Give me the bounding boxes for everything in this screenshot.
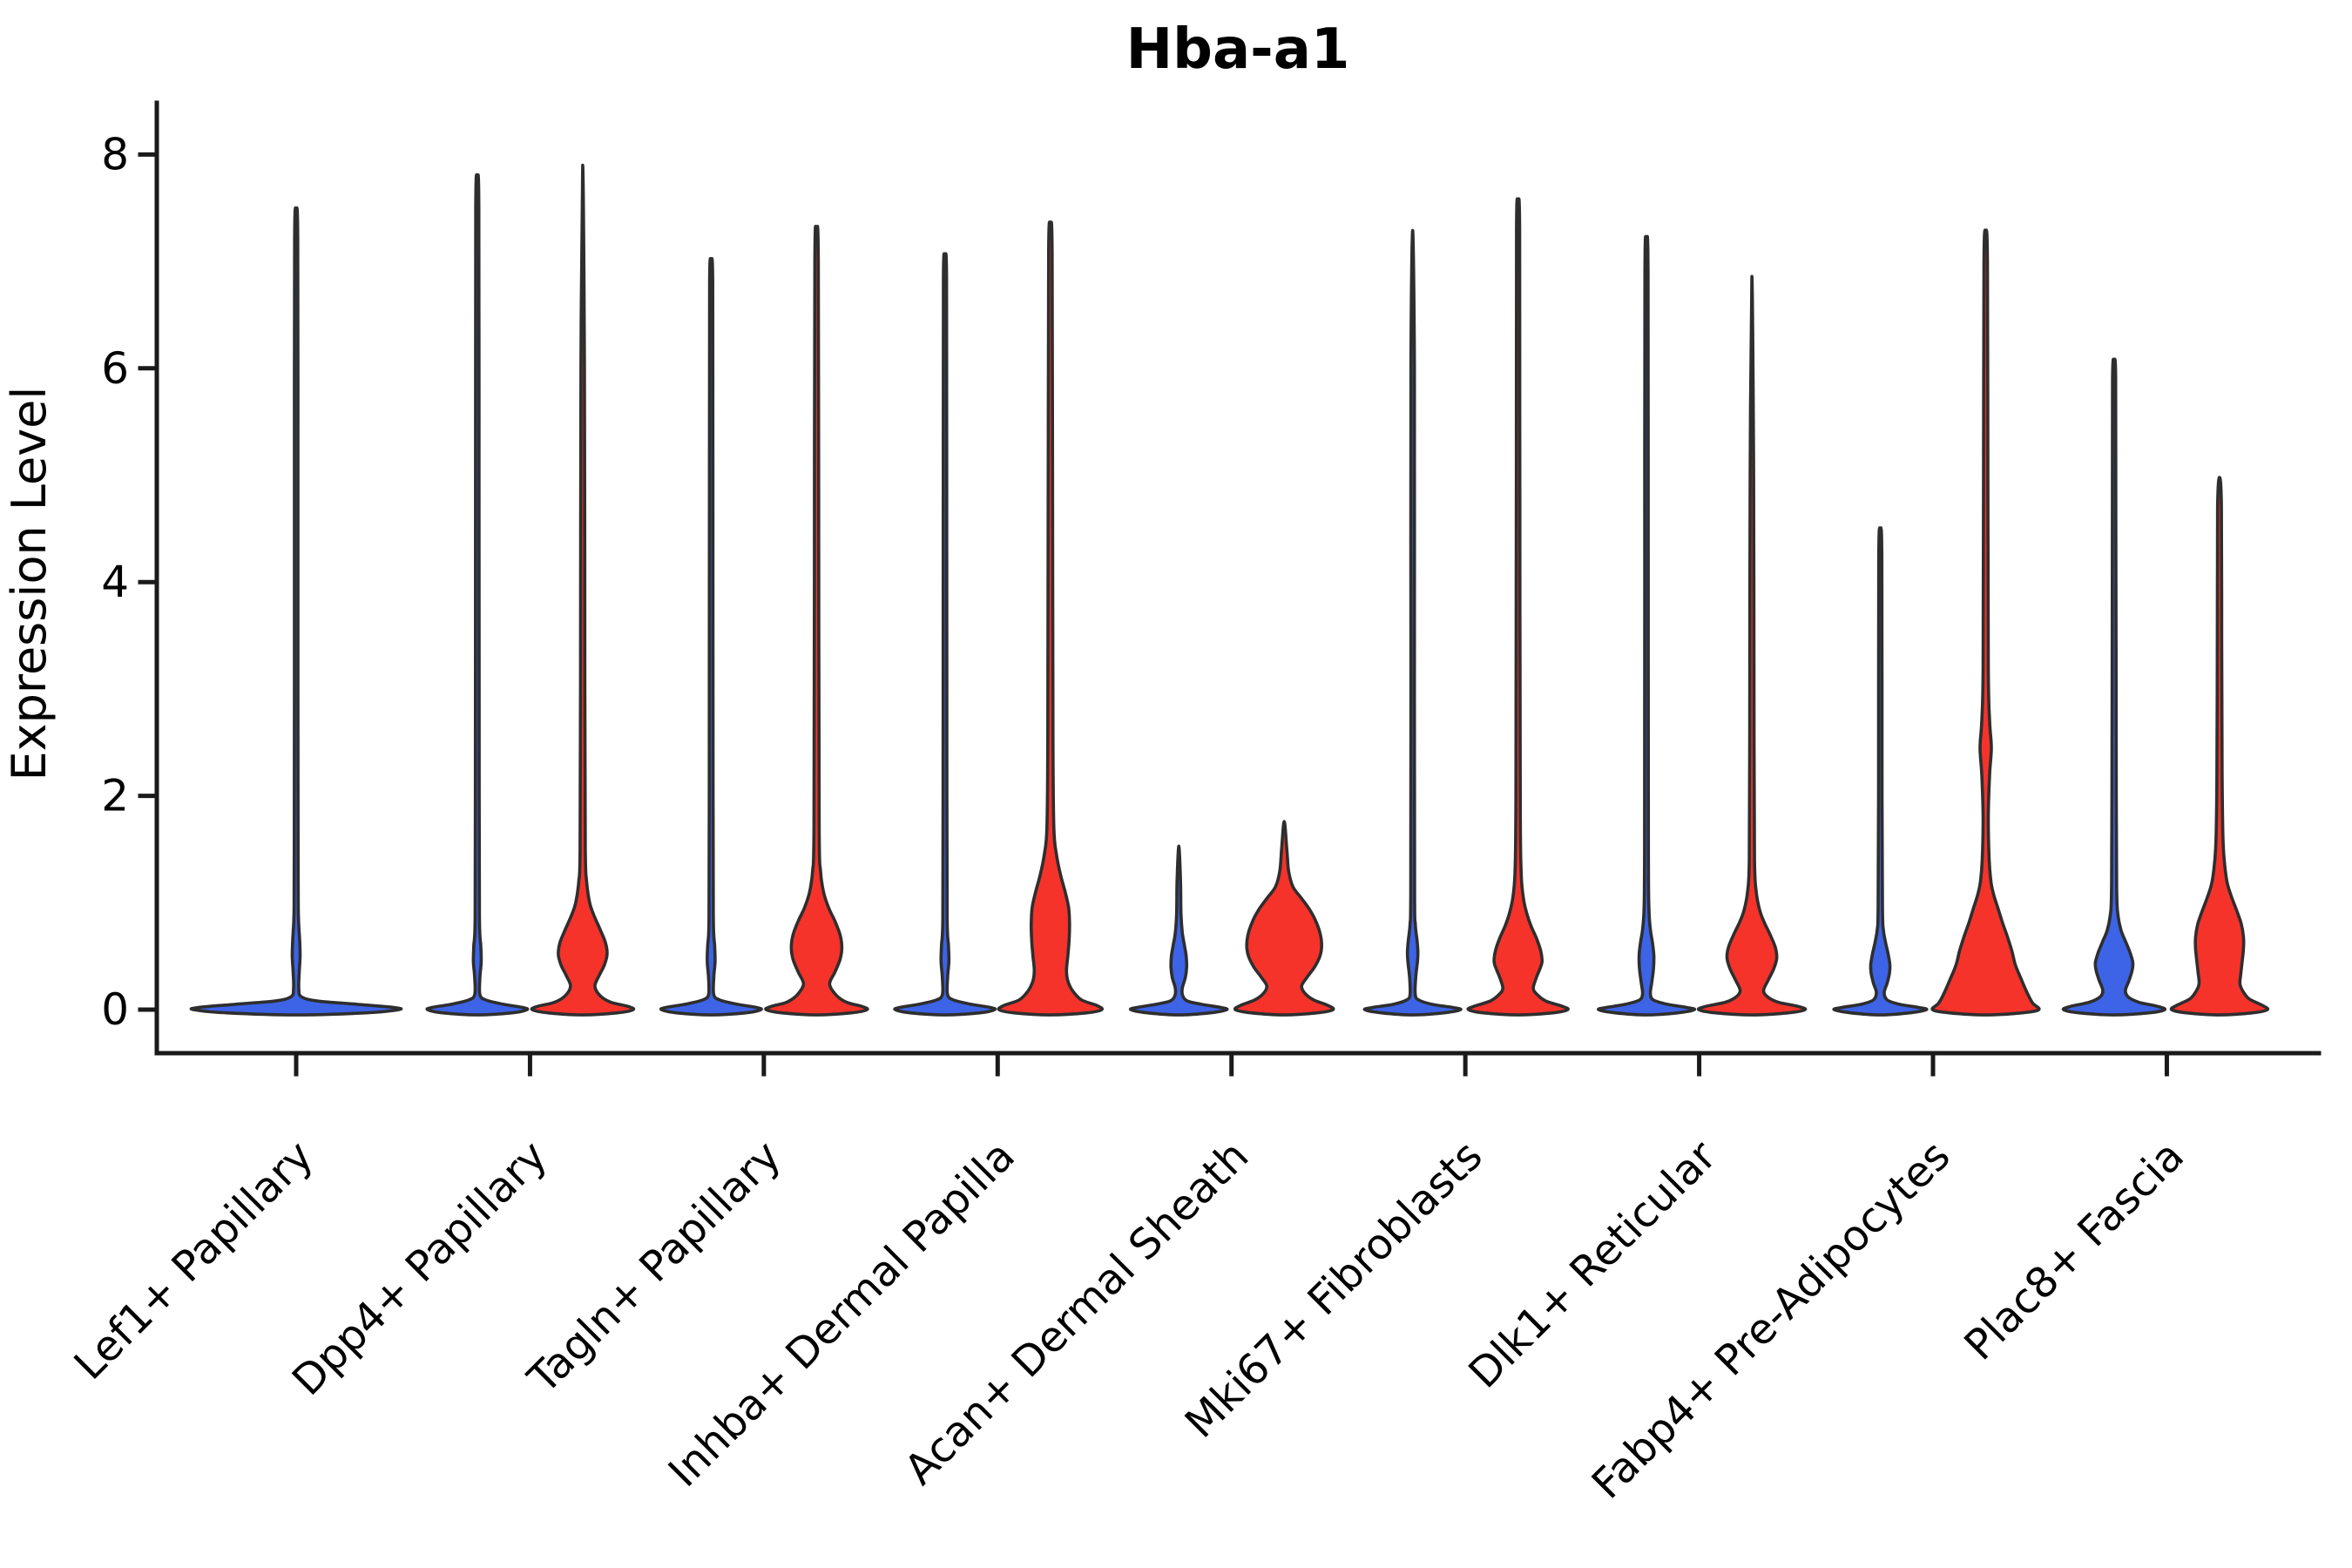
x-tick-label-8: Plac8+ Fascia	[1955, 1132, 2193, 1370]
x-tick-label-1: Dpp4+ Papillary	[283, 1132, 557, 1405]
violin-6-right-red	[1696, 274, 1808, 1017]
y-tick-label-4: 4	[101, 557, 129, 607]
violin-7-left-blue	[1832, 526, 1929, 1017]
violin-2-left-blue	[659, 257, 763, 1017]
violin-5-left-blue	[1362, 228, 1463, 1017]
y-tick-label-2: 2	[101, 771, 129, 821]
violin-0-single-blue	[189, 206, 403, 1017]
chart-title: Hba-a1	[1126, 17, 1350, 82]
violin-3-left-blue	[893, 252, 997, 1017]
violin-1-left-blue	[425, 172, 530, 1017]
x-tick-label-2: Tagln+ Papillary	[518, 1132, 790, 1403]
y-tick-label-8: 8	[101, 129, 129, 179]
y-tick-label-6: 6	[101, 343, 129, 394]
violins-layer	[189, 163, 2270, 1017]
violin-6-left-blue	[1596, 234, 1697, 1017]
violin-3-right-red	[997, 220, 1105, 1017]
x-tick-label-0: Lef1+ Papillary	[65, 1132, 323, 1389]
violin-4-left-blue	[1128, 844, 1229, 1017]
y-axis-label: Expression Level	[2, 387, 57, 781]
violin-7-right-red	[1930, 228, 2041, 1017]
violin-1-right-red	[530, 163, 636, 1017]
violin-8-left-blue	[2061, 357, 2167, 1017]
violin-4-right-red	[1233, 820, 1335, 1017]
y-tick-label-0: 0	[101, 984, 129, 1035]
violin-5-right-red	[1466, 197, 1570, 1017]
violin-2-right-red	[764, 225, 869, 1017]
axes-layer	[138, 100, 2322, 1077]
x-tick-label-6: Dlk1+ Reticular	[1459, 1132, 1726, 1398]
violin-8-right-red	[2169, 476, 2270, 1017]
